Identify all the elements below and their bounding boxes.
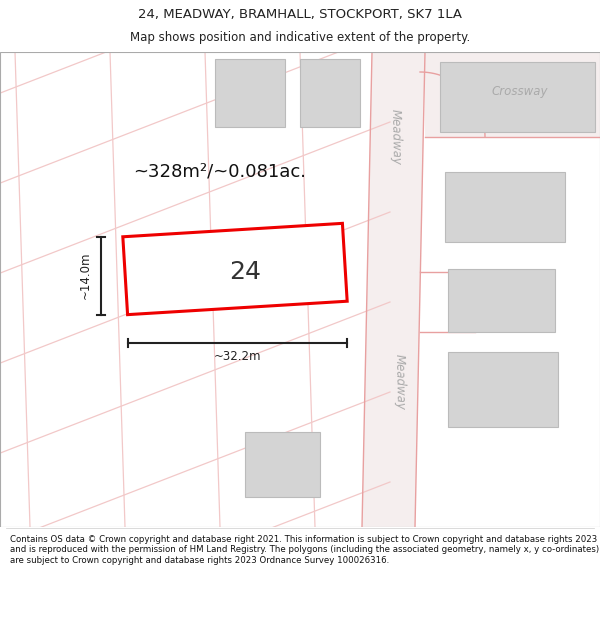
Text: ~328m²/~0.081ac.: ~328m²/~0.081ac. bbox=[133, 163, 307, 181]
Polygon shape bbox=[420, 52, 600, 137]
Text: Crossway: Crossway bbox=[492, 86, 548, 99]
Text: ~14.0m: ~14.0m bbox=[79, 252, 91, 299]
Polygon shape bbox=[245, 432, 320, 497]
Text: ~32.2m: ~32.2m bbox=[214, 350, 261, 363]
Polygon shape bbox=[123, 223, 347, 314]
Polygon shape bbox=[448, 269, 555, 332]
Text: 24: 24 bbox=[229, 260, 261, 284]
Polygon shape bbox=[448, 352, 558, 427]
Text: Meadway: Meadway bbox=[389, 109, 403, 165]
Polygon shape bbox=[440, 62, 595, 132]
Text: Map shows position and indicative extent of the property.: Map shows position and indicative extent… bbox=[130, 31, 470, 44]
Polygon shape bbox=[425, 52, 600, 137]
Polygon shape bbox=[215, 59, 285, 127]
Polygon shape bbox=[445, 172, 565, 242]
Text: 24, MEADWAY, BRAMHALL, STOCKPORT, SK7 1LA: 24, MEADWAY, BRAMHALL, STOCKPORT, SK7 1L… bbox=[138, 8, 462, 21]
Polygon shape bbox=[362, 52, 425, 527]
Text: Meadway: Meadway bbox=[393, 354, 407, 410]
Polygon shape bbox=[300, 59, 360, 127]
Text: Contains OS data © Crown copyright and database right 2021. This information is : Contains OS data © Crown copyright and d… bbox=[10, 535, 599, 564]
